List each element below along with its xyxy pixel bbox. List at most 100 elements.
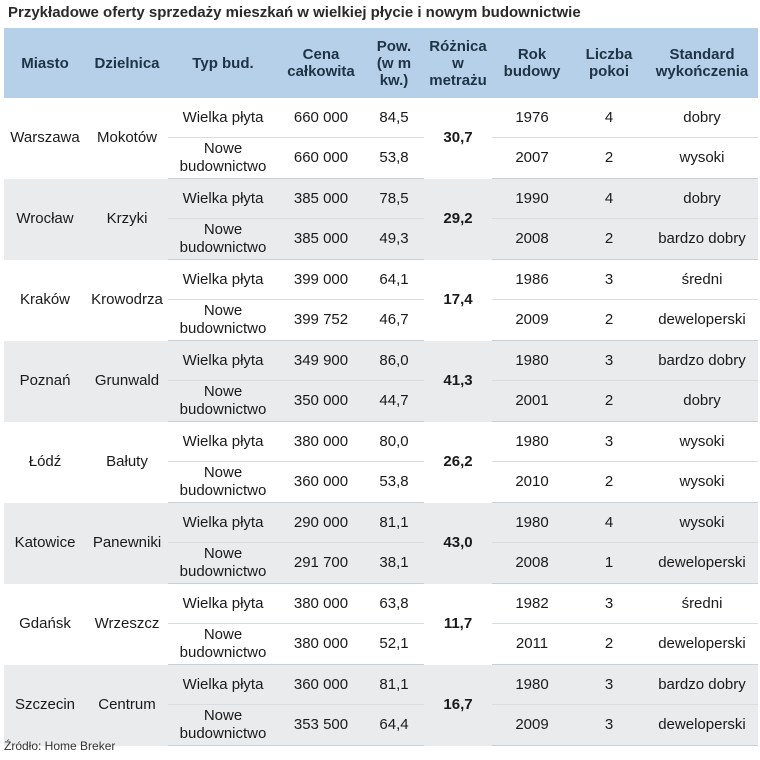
cell-typ: Wielka płyta	[168, 421, 278, 462]
source-note: Źródło: Home Breker	[4, 739, 116, 753]
cell-dzielnica: Centrum	[86, 664, 168, 746]
cell-pow: 80,0	[364, 421, 424, 462]
cell-rok: 2007	[492, 137, 572, 179]
cell-pokoje: 4	[572, 178, 646, 219]
cell-pow: 84,5	[364, 98, 424, 138]
cell-cena: 380 000	[278, 421, 364, 462]
cell-dzielnica: Bałuty	[86, 421, 168, 503]
typ-line: Wielka płyta	[182, 108, 264, 126]
cell-cena: 385 000	[278, 218, 364, 260]
cell-pokoje: 3	[572, 259, 646, 300]
cell-roznica: 17,4	[424, 259, 492, 341]
cell-pow: 46,7	[364, 299, 424, 341]
header-rok: Rok budowy	[492, 28, 572, 98]
cell-typ: Wielka płyta	[168, 259, 278, 300]
cell-standard: dobry	[646, 98, 758, 138]
header-standard: Standard wykończenia	[646, 28, 758, 98]
cell-miasto: Łódź	[4, 421, 86, 503]
cell-typ: Nowe budownictwo	[168, 218, 278, 260]
cell-standard: deweloperski	[646, 299, 758, 341]
cell-pokoje: 2	[572, 299, 646, 341]
table-row: Szczecin Centrum Wielka płyta 360 000 81,1 16…	[4, 664, 758, 746]
cell-standard: średni	[646, 259, 758, 300]
typ-line: Wielka płyta	[182, 189, 264, 207]
cell-typ: Wielka płyta	[168, 178, 278, 219]
cell-pokoje: 2	[572, 380, 646, 422]
table-row: Łódź Bałuty Wielka płyta 380 000 80,0 26,2 198…	[4, 421, 758, 503]
table-header: Miasto Dzielnica Typ bud. Cena całkowita …	[4, 28, 758, 98]
cell-dzielnica: Krowodrza	[86, 259, 168, 341]
typ-line: Wielka płyta	[182, 432, 264, 450]
typ-line: budownictwo	[179, 239, 267, 256]
cell-pokoje: 3	[572, 583, 646, 624]
table-row: Gdańsk Wrzeszcz Wielka płyta 380 000 63,8 11,…	[4, 583, 758, 665]
cell-cena: 399 752	[278, 299, 364, 341]
cell-roznica: 30,7	[424, 98, 492, 179]
cell-standard: dobry	[646, 178, 758, 219]
cell-rok: 1980	[492, 421, 572, 462]
cell-typ: Nowe budownictwo	[168, 299, 278, 341]
cell-cena: 660 000	[278, 98, 364, 138]
cell-pokoje: 3	[572, 664, 646, 705]
cell-typ: Nowe budownictwo	[168, 542, 278, 584]
cell-typ: Wielka płyta	[168, 583, 278, 624]
cell-cena: 291 700	[278, 542, 364, 584]
cell-pokoje: 1	[572, 542, 646, 584]
cell-typ: Wielka płyta	[168, 98, 278, 138]
cell-typ: Wielka płyta	[168, 340, 278, 381]
cell-cena: 380 000	[278, 583, 364, 624]
cell-rok: 2009	[492, 299, 572, 341]
cell-standard: bardzo dobry	[646, 340, 758, 381]
cell-cena: 399 000	[278, 259, 364, 300]
cell-cena: 349 900	[278, 340, 364, 381]
cell-rok: 2011	[492, 623, 572, 665]
table-row: Nowe budownictwo 385 000 49,3 2008 2 bardzo do…	[4, 218, 758, 260]
cell-rok: 2009	[492, 704, 572, 746]
typ-line: Nowe	[203, 626, 243, 643]
typ-line: budownictwo	[179, 644, 267, 661]
cell-pokoje: 2	[572, 623, 646, 665]
header-dzielnica: Dzielnica	[86, 28, 168, 98]
cell-dzielnica: Grunwald	[86, 340, 168, 422]
cell-cena: 290 000	[278, 502, 364, 543]
typ-line: Wielka płyta	[182, 594, 264, 612]
cell-pokoje: 3	[572, 340, 646, 381]
cell-pow: 81,1	[364, 664, 424, 705]
cell-pow: 81,1	[364, 502, 424, 543]
typ-line: Nowe	[203, 221, 243, 238]
cell-cena: 660 000	[278, 137, 364, 179]
cell-roznica: 41,3	[424, 340, 492, 422]
table-row: Nowe budownictwo 360 000 53,8 2010 2 wysoki	[4, 461, 758, 503]
header-pokoje: Liczba pokoi	[572, 28, 646, 98]
typ-line: Nowe	[203, 140, 243, 157]
table-row: Katowice Panewniki Wielka płyta 290 000 81,1…	[4, 502, 758, 584]
table-row: Nowe budownictwo 399 752 46,7 2009 2 deweloper…	[4, 299, 758, 341]
cell-typ: Nowe budownictwo	[168, 137, 278, 179]
table-row: Kraków Krowodrza Wielka płyta 399 000 64,1 17…	[4, 259, 758, 341]
cell-standard: wysoki	[646, 421, 758, 462]
cell-miasto: Gdańsk	[4, 583, 86, 665]
cell-dzielnica: Mokotów	[86, 98, 168, 179]
cell-typ: Wielka płyta	[168, 502, 278, 543]
cell-rok: 1980	[492, 502, 572, 543]
cell-cena: 353 500	[278, 704, 364, 746]
typ-line: Nowe	[203, 383, 243, 400]
cell-standard: bardzo dobry	[646, 218, 758, 260]
cell-rok: 1986	[492, 259, 572, 300]
header-cena: Cena całkowita	[278, 28, 364, 98]
cell-miasto: Szczecin	[4, 664, 86, 746]
cell-rok: 2008	[492, 218, 572, 260]
table-row: Nowe budownictwo 291 700 38,1 2008 1 deweloper…	[4, 542, 758, 584]
table-row: Nowe budownictwo 350 000 44,7 2001 2 dobry	[4, 380, 758, 422]
typ-line: budownictwo	[179, 158, 267, 175]
typ-line: Nowe	[203, 707, 243, 724]
typ-line: Wielka płyta	[182, 675, 264, 693]
cell-rok: 2008	[492, 542, 572, 584]
cell-pow: 52,1	[364, 623, 424, 665]
cell-typ: Nowe budownictwo	[168, 380, 278, 422]
cell-roznica: 26,2	[424, 421, 492, 503]
cell-pokoje: 2	[572, 137, 646, 179]
header-roznica: Różnica w metrażu	[424, 28, 492, 98]
cell-standard: deweloperski	[646, 542, 758, 584]
cell-cena: 385 000	[278, 178, 364, 219]
